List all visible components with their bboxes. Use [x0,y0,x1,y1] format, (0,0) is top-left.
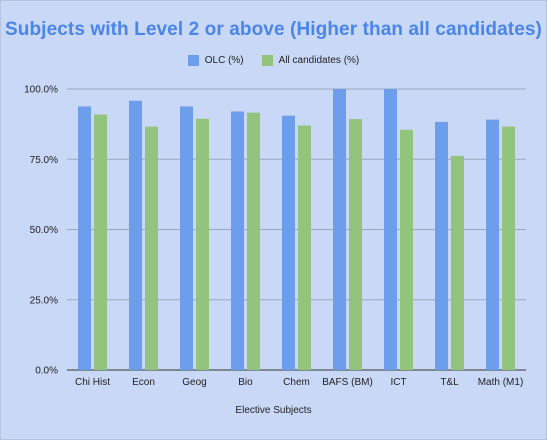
legend-label-all-candidates: All candidates (%) [278,55,360,66]
bar-all-candidates [400,129,413,370]
x-tick-label: Chem [283,377,310,388]
x-tick-label: ICT [390,377,406,388]
bar-olc [333,89,346,370]
bar-all-candidates [451,155,464,370]
bar-olc [180,106,193,370]
bar-all-candidates [196,118,209,370]
y-tick-label: 0.0% [35,366,58,377]
chart-title: Subjects with Level 2 or above (Higher t… [5,19,542,40]
bar-olc [384,89,397,370]
bar-all-candidates [502,126,515,371]
x-axis-title: Elective Subjects [235,405,312,416]
x-tick-label: T&L [440,377,459,388]
legend-item-olc[interactable]: OLC (%) [187,55,244,66]
legend-item-all-candidates[interactable]: All candidates (%) [261,55,360,66]
x-tick-label: Chi Hist [75,377,110,388]
chart-legend: OLC (%) All candidates (%) [0,55,547,66]
bar-all-candidates [145,126,158,371]
bar-olc [231,111,244,370]
x-tick-label: Econ [132,377,155,388]
x-tick-label: Geog [182,377,206,388]
bar-all-candidates [247,112,260,370]
x-tick-label: Bio [238,377,253,388]
bar-olc [435,121,448,370]
bar-olc [282,115,295,370]
legend-swatch-olc [187,55,199,66]
y-tick-label: 100.0% [24,85,58,96]
bar-olc [486,119,499,370]
legend-label-olc: OLC (%) [204,55,244,66]
y-tick-label: 75.0% [30,155,58,166]
y-tick-label: 25.0% [30,295,58,306]
bar-all-candidates [349,119,362,370]
bar-all-candidates [298,125,311,370]
x-tick-label: BAFS (BM) [322,377,373,388]
bar-all-candidates [94,114,107,370]
bar-olc [129,100,142,370]
bar-olc [78,106,91,370]
x-tick-label: Math (M1) [478,377,524,388]
y-tick-label: 50.0% [30,225,58,236]
legend-swatch-all-candidates [261,55,273,66]
